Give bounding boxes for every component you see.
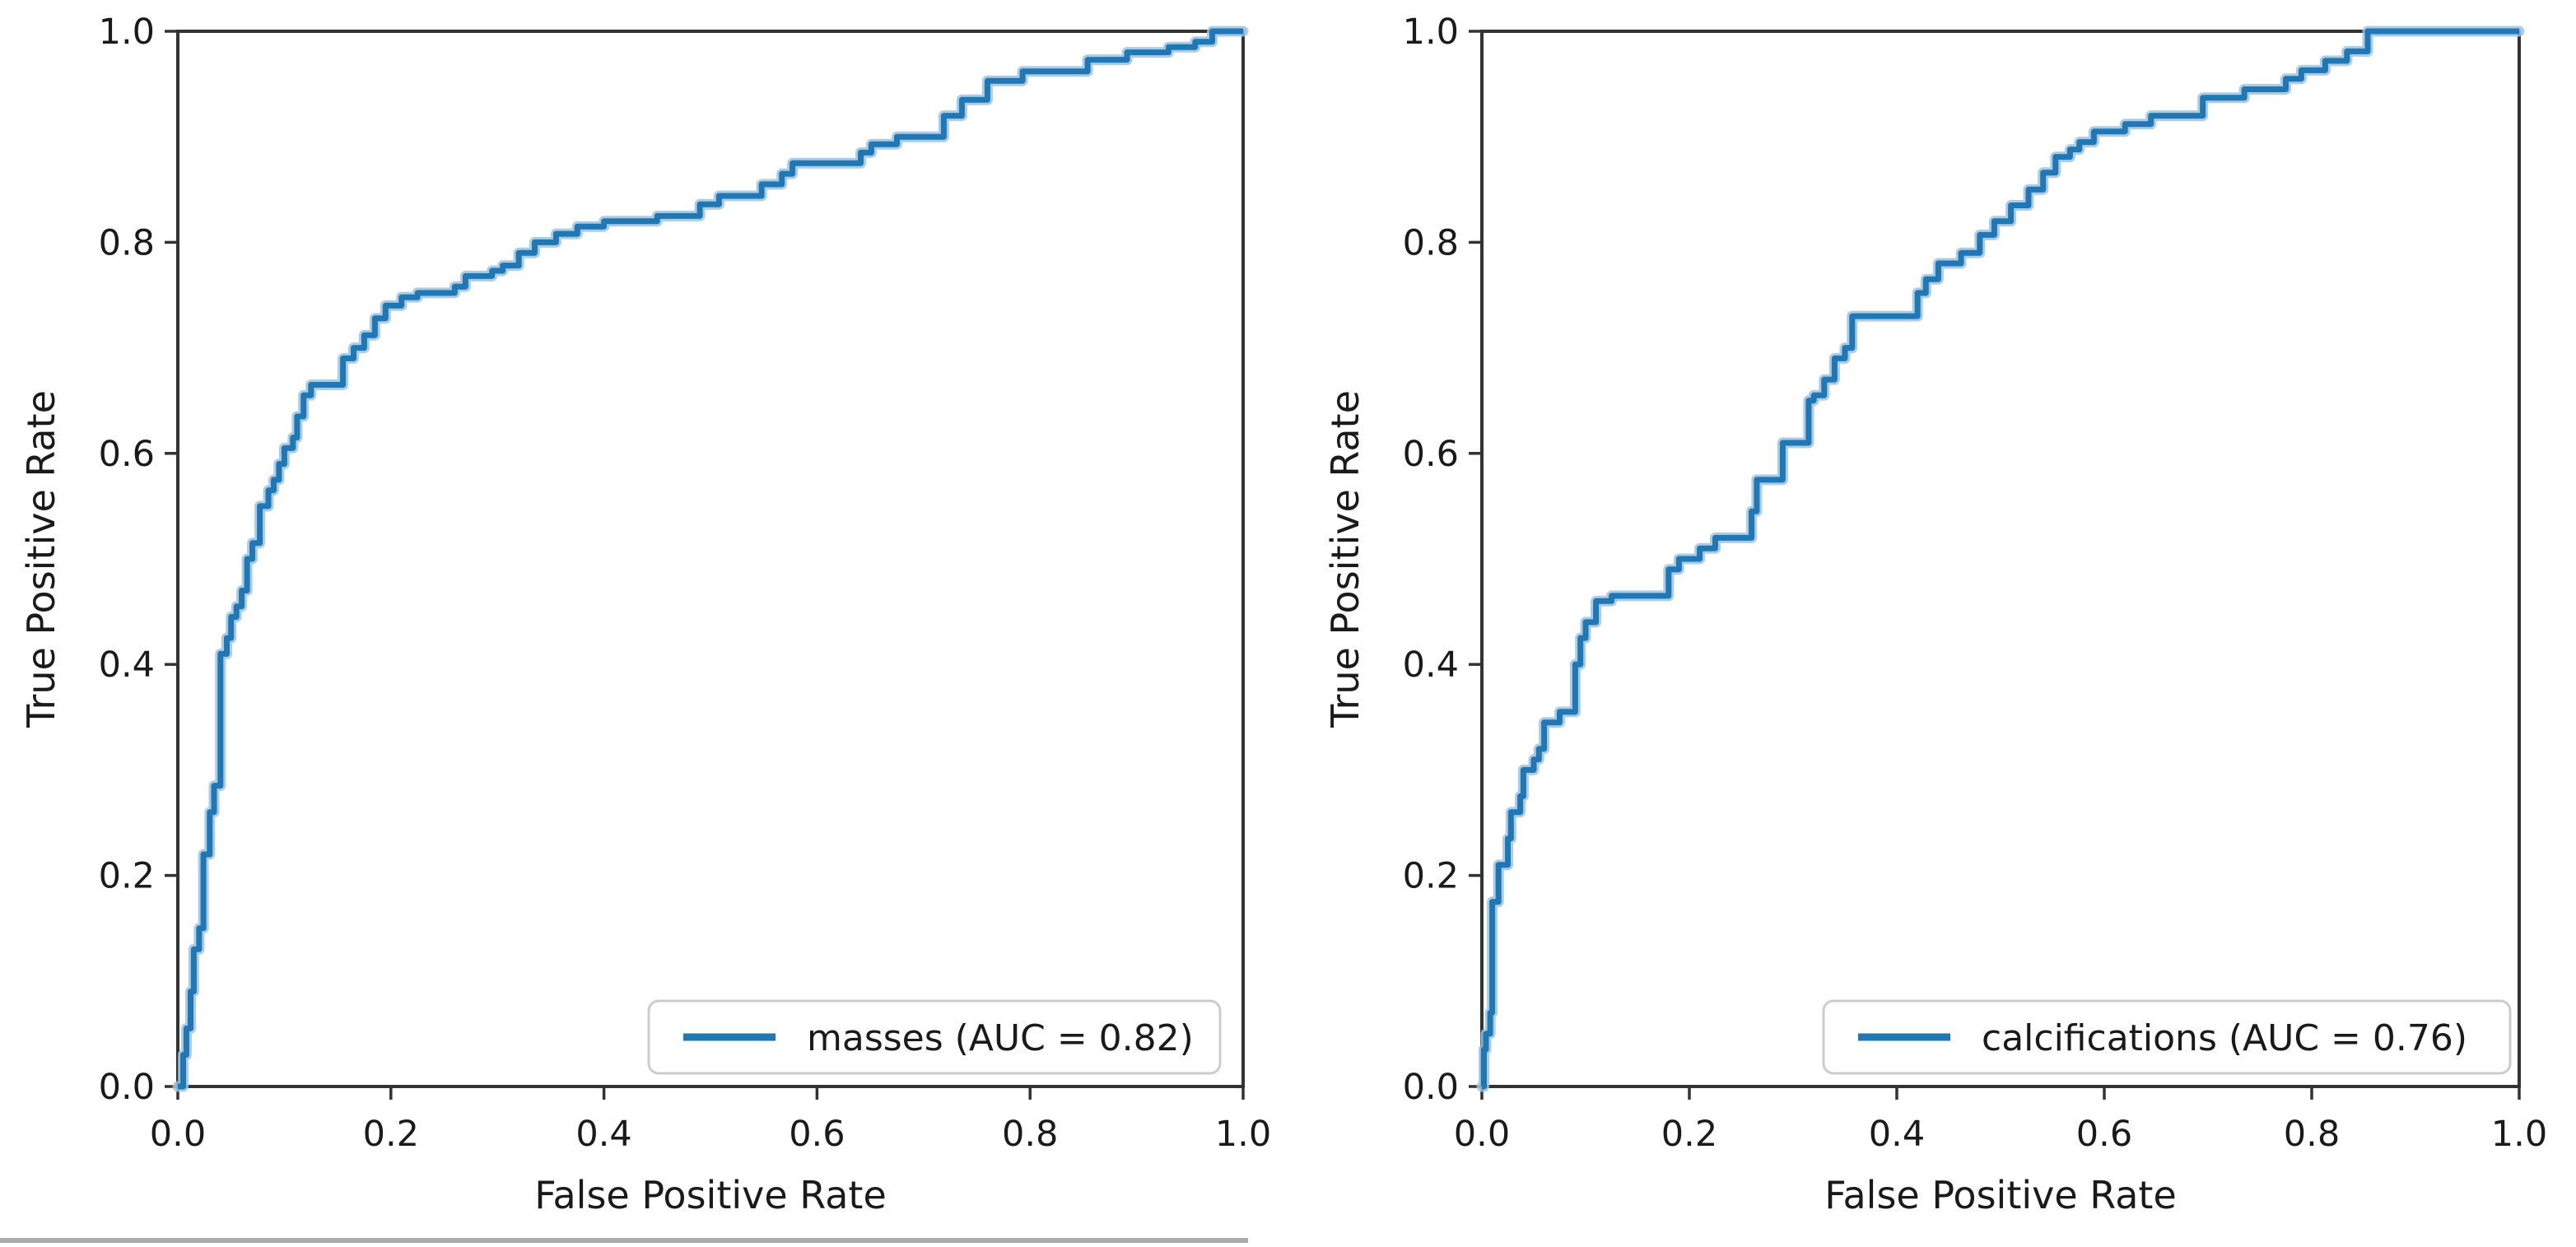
x-tick-label: 0.0 (1454, 1114, 1510, 1155)
x-tick-label: 0.6 (2076, 1114, 2132, 1155)
plot-area-masses: 0.0 0.2 0.4 0.6 0.8 1.0 0.0 0.2 0.4 0.6 0.8 1.0 (99, 12, 1272, 1155)
plot-area-calcifications: 0.0 0.2 0.4 0.6 0.8 1.0 0.0 0.2 0.4 0.6 0.8 1.0 (1403, 12, 2548, 1155)
axes-spines (1480, 30, 2521, 1088)
y-tick-label: 0.8 (1403, 222, 1459, 263)
x-tick-label: 0.8 (2284, 1114, 2340, 1155)
legend-box (647, 999, 1222, 1075)
roc-curve-masses (178, 28, 1243, 1090)
x-tick-label: 0.4 (575, 1114, 631, 1155)
legend-calcifications: calcifications (AUC = 0.76) (1822, 999, 2512, 1075)
legend-label: masses (AUC = 0.82) (807, 1017, 1194, 1059)
y-tick-label: 0.2 (1403, 856, 1459, 897)
roc-curve-halo (172, 26, 1249, 1092)
y-tick-label: 0.4 (1403, 644, 1459, 686)
x-tick-label: 0.2 (363, 1114, 419, 1155)
x-tick-label: 1.0 (2491, 1114, 2547, 1155)
x-axis-title: False Positive Rate (1824, 1173, 2177, 1217)
x-tick-label: 0.2 (1661, 1114, 1717, 1155)
axes-spines (176, 30, 1245, 1088)
x-tick-label: 0.6 (789, 1114, 845, 1155)
legend-masses: masses (AUC = 0.82) (647, 999, 1222, 1075)
roc-curve-calcifications (1481, 28, 2519, 1090)
x-axis-title: False Positive Rate (534, 1173, 887, 1217)
y-axis-title: True Positive Rate (19, 390, 63, 728)
bottom-divider-line (0, 1238, 1248, 1243)
legend-box (1822, 999, 2512, 1075)
roc-curve-halo (1476, 26, 2525, 1092)
y-axis-title: True Positive Rate (1323, 390, 1367, 728)
y-tick-label: 1.0 (1403, 12, 1459, 53)
x-tick-label: 0.4 (1869, 1114, 1925, 1155)
legend-label: calcifications (AUC = 0.76) (1982, 1017, 2467, 1059)
y-tick-label: 0.0 (99, 1067, 155, 1108)
roc-chart-masses: 0.0 0.2 0.4 0.6 0.8 1.0 0.0 0.2 0.4 0.6 0.8 1.0 Fal… (19, 12, 1272, 1217)
y-tick-label: 0.4 (99, 644, 155, 686)
x-tick-label: 1.0 (1215, 1114, 1271, 1155)
y-tick-label: 0.6 (99, 434, 155, 475)
x-tick-label: 0.0 (150, 1114, 206, 1155)
x-tick-label: 0.8 (1002, 1114, 1058, 1155)
y-tick-label: 1.0 (99, 12, 155, 53)
roc-figure-masses: 0.0 0.2 0.4 0.6 0.8 1.0 0.0 0.2 0.4 0.6 0.8 1.0 Fal… (19, 12, 1272, 1217)
roc-chart-calcifications: 0.0 0.2 0.4 0.6 0.8 1.0 0.0 0.2 0.4 0.6 0.8 1.0 Fal… (1323, 12, 2548, 1217)
roc-figure-calcifications: 0.0 0.2 0.4 0.6 0.8 1.0 0.0 0.2 0.4 0.6 0.8 1.0 Fal… (1288, 0, 2576, 1247)
y-tick-label: 0.8 (99, 222, 155, 263)
y-tick-label: 0.2 (99, 856, 155, 897)
y-tick-label: 0.0 (1403, 1067, 1459, 1108)
y-tick-label: 0.6 (1403, 434, 1459, 475)
